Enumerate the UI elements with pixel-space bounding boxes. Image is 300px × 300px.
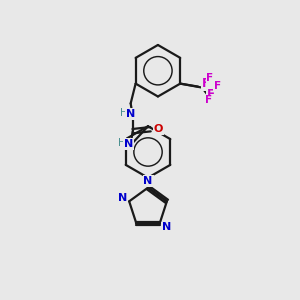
Text: F: F [202, 77, 210, 90]
Text: N: N [118, 194, 127, 203]
Text: H: H [118, 138, 126, 148]
Text: F: F [214, 81, 221, 91]
Text: F: F [207, 88, 215, 101]
Text: N: N [126, 109, 135, 119]
Text: H: H [120, 108, 127, 118]
Text: N: N [124, 139, 133, 149]
Text: O: O [154, 124, 163, 134]
Text: F: F [206, 73, 214, 83]
Text: N: N [143, 176, 153, 186]
Text: F: F [212, 80, 220, 93]
Text: F: F [206, 95, 212, 106]
Text: N: N [162, 223, 171, 232]
